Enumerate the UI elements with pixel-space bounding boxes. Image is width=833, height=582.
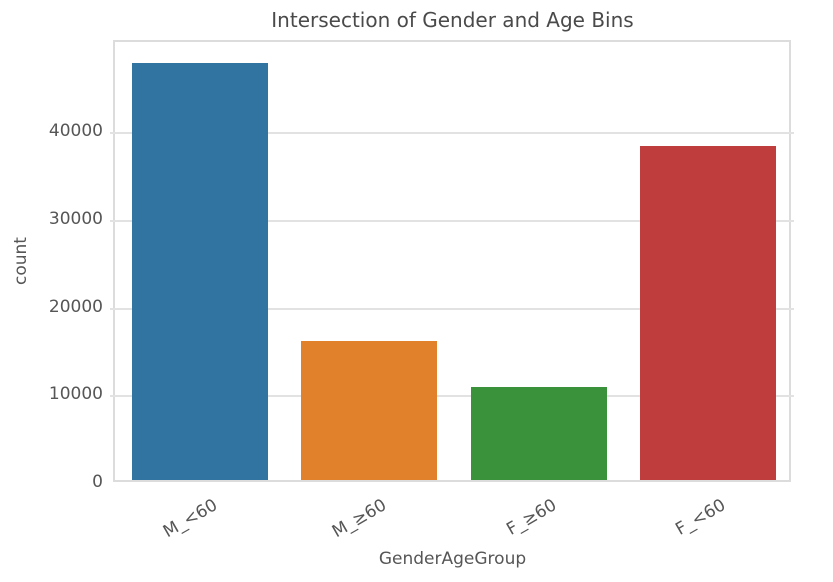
x-tick-label: F_<60 [672, 495, 730, 540]
x-tick-label: M_<60 [159, 495, 221, 543]
bar-F_<60 [640, 145, 777, 480]
y-tick-label: 30000 [48, 208, 103, 229]
y-tick-label: 0 [92, 472, 103, 492]
y-tick-label: 20000 [48, 296, 103, 317]
gridline-y-10000 [110, 395, 794, 398]
chart-title: Intersection of Gender and Age Bins [271, 8, 634, 32]
y-axis-label: count [11, 237, 31, 285]
x-axis-label: GenderAgeGroup [378, 549, 527, 569]
x-tick-label: M_≥60 [329, 495, 391, 543]
bar-M_≥60 [301, 340, 438, 480]
y-tick-label: 40000 [48, 121, 103, 142]
gridline-y-40000 [110, 132, 794, 135]
gridline-y-30000 [110, 219, 794, 222]
gridline-y-20000 [110, 307, 794, 310]
plot-area [110, 40, 794, 482]
y-tick-label: 10000 [48, 384, 103, 405]
bar-F_≥60 [470, 387, 607, 480]
bar-M_<60 [131, 63, 268, 480]
x-tick-label: F_≥60 [502, 495, 560, 540]
